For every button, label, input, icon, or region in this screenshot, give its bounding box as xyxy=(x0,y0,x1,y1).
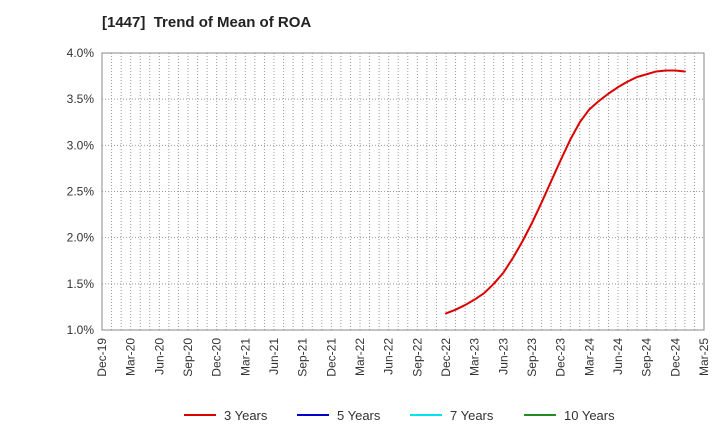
y-gridlines xyxy=(102,98,704,285)
plot-border xyxy=(101,52,705,331)
x-tick-label: Mar-25 xyxy=(697,338,711,376)
x-tick-label: Dec-21 xyxy=(324,338,338,377)
x-tick-label: Jun-23 xyxy=(496,338,510,375)
x-tick-label: Sep-22 xyxy=(410,338,424,377)
legend-label: 10 Years xyxy=(564,408,615,423)
y-tick-label: 2.5% xyxy=(67,185,95,199)
x-tick-label: Dec-23 xyxy=(554,338,568,377)
x-tick-label: Mar-20 xyxy=(124,338,138,376)
series-line-3-years xyxy=(445,69,686,315)
x-tick-label: Dec-24 xyxy=(668,338,682,377)
x-tick-label: Jun-24 xyxy=(611,338,625,375)
y-tick-label: 3.0% xyxy=(67,138,95,152)
x-tick-label: Dec-20 xyxy=(210,338,224,377)
y-tick-label: 3.5% xyxy=(67,92,95,106)
legend-label: 7 Years xyxy=(450,408,494,423)
x-tick-label: Sep-24 xyxy=(640,338,654,377)
legend-label: 5 Years xyxy=(337,408,381,423)
x-tick-label: Dec-22 xyxy=(439,338,453,377)
x-tick-label: Sep-23 xyxy=(525,338,539,377)
x-tick-label: Mar-23 xyxy=(468,338,482,376)
y-tick-label: 2.0% xyxy=(67,231,95,245)
x-tick-label: Mar-22 xyxy=(353,338,367,376)
legend: 3 Years 5 Years 7 Years 10 Years xyxy=(184,408,615,423)
y-tick-label: 1.0% xyxy=(67,323,95,337)
legend-label: 3 Years xyxy=(224,408,268,423)
x-tick-label: Jun-21 xyxy=(267,338,281,375)
y-tick-label: 4.0% xyxy=(67,46,95,60)
chart-title: [1447] Trend of Mean of ROA xyxy=(102,14,312,31)
x-tick-label: Sep-20 xyxy=(181,338,195,377)
x-tick-label: Mar-24 xyxy=(582,338,596,376)
x-tick-label: Sep-21 xyxy=(296,338,310,377)
x-tick-label: Jun-20 xyxy=(152,338,166,375)
y-tick-label: 1.5% xyxy=(67,277,95,291)
x-tick-label: Jun-22 xyxy=(382,338,396,375)
x-tick-label: Dec-19 xyxy=(95,338,109,377)
x-tick-label: Mar-21 xyxy=(238,338,252,376)
